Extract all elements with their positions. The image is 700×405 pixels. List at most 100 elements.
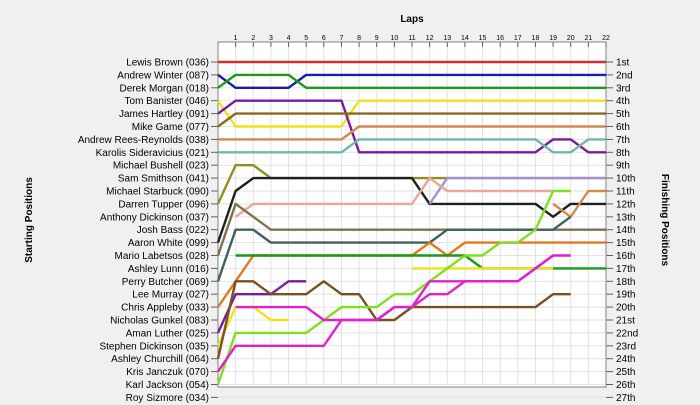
y-axis-right-label: Finishing Positions [659, 174, 670, 267]
starting-position-label: James Hartley (091) [119, 109, 209, 120]
finishing-position-label: 6th [616, 122, 630, 133]
lap-tick-label: 2 [251, 35, 255, 42]
starting-position-label: Stephen Dickinson (035) [99, 341, 209, 352]
lap-tick-label: 8 [357, 35, 361, 42]
starting-position-label: Michael Bushell (023) [113, 161, 209, 172]
lap-tick-label: 10 [390, 35, 398, 42]
starting-position-label: Nicholas Gunkel (083) [110, 316, 209, 327]
starting-position-label: Michael Starbuck (090) [106, 187, 209, 198]
starting-position-label: Karl Jackson (054) [126, 380, 209, 391]
starting-position-label: Mario Labetsos (028) [115, 251, 210, 262]
lap-ticks: 1 2 3 4 5 6 7 8 9 10 11 12 13 14 15 16 17 18 19 20 21 22 [234, 35, 610, 47]
starting-positions-labels: Lewis Brown (036)Andrew Winter (087) Dere… [78, 58, 218, 404]
starting-position-label: Josh Bass (022) [137, 225, 209, 236]
starting-position-label: Roy Sizmore (034) [126, 393, 209, 404]
lap-tick-label: 12 [426, 35, 434, 42]
finishing-position-label: 4th [616, 96, 630, 107]
finishing-position-label: 9th [616, 161, 630, 172]
driver-line [235, 254, 554, 322]
starting-position-label: Derek Morgan (018) [120, 83, 209, 94]
finishing-position-label: 1st [616, 58, 630, 69]
driver-line [217, 99, 606, 128]
starting-position-label: Aaron White (099) [128, 238, 209, 249]
driver-line [552, 189, 606, 218]
finishing-position-label: 11th [616, 187, 635, 198]
lap-tick-label: 21 [584, 35, 592, 42]
driver-series [216, 60, 606, 385]
finishing-position-label: 5th [616, 109, 630, 120]
finishing-position-label: 3rd [616, 83, 630, 94]
finishing-position-label: 22nd [616, 328, 638, 339]
lap-tick-label: 7 [340, 35, 344, 42]
lap-tick-label: 19 [549, 35, 557, 42]
starting-position-label: Chris Appleby (033) [121, 303, 209, 314]
driver-line [428, 176, 606, 205]
y-axis-left-label: Starting Positions [24, 177, 35, 263]
driver-line [217, 112, 606, 128]
driver-line [216, 280, 307, 334]
starting-position-label: Darren Tupper (096) [118, 199, 209, 210]
lap-tick-label: 4 [287, 35, 291, 42]
lap-tick-label: 11 [408, 35, 415, 42]
finishing-position-label: 21st [616, 316, 635, 327]
finishing-position-label: 26th [616, 380, 635, 391]
finishing-position-label: 10th [616, 174, 635, 185]
finishing-position-label: 20th [616, 303, 635, 314]
driver-line [234, 176, 554, 218]
lap-tick-label: 15 [479, 35, 487, 42]
finishing-position-label: 12th [616, 199, 635, 210]
finishing-position-label: 25th [616, 367, 635, 378]
finishing-position-label: 7th [616, 135, 630, 146]
finishing-position-label: 24th [616, 354, 635, 365]
lap-tick-label: 6 [322, 35, 326, 42]
chart-title: Laps [400, 14, 424, 25]
driver-line [218, 138, 606, 154]
starting-position-label: Lewis Brown (036) [126, 58, 209, 69]
finishing-position-label: 14th [616, 225, 635, 236]
finishing-position-label: 27th [616, 393, 635, 404]
lap-tick-label: 13 [443, 35, 451, 42]
lap-tick-label: 22 [602, 35, 610, 42]
driver-line [216, 176, 606, 243]
starting-position-label: Ashley Churchill (064) [111, 354, 209, 365]
starting-position-label: Anthony Dickinson (037) [100, 212, 209, 223]
starting-position-label: Kris Janczuk (070) [126, 367, 209, 378]
starting-position-label: Aman Luther (025) [126, 328, 209, 339]
finishing-position-label: 17th [616, 264, 635, 275]
finishing-position-label: 8th [616, 148, 630, 159]
lap-tick-label: 14 [461, 35, 469, 42]
driver-line [217, 73, 606, 89]
finishing-position-label: 23rd [616, 341, 636, 352]
starting-position-label: Karolis Sideravicius (021) [96, 148, 209, 159]
lap-tick-label: 20 [567, 35, 575, 42]
starting-position-label: Ashley Lunn (016) [128, 264, 209, 275]
finishing-position-label: 19th [616, 290, 635, 301]
finishing-position-label: 15th [616, 238, 635, 249]
lap-tick-label: 17 [514, 35, 522, 42]
finishing-position-label: 2nd [616, 70, 633, 81]
starting-position-label: Tom Banister (046) [125, 96, 209, 107]
starting-position-label: Perry Butcher (069) [122, 277, 209, 288]
finishing-position-label: 16th [616, 251, 635, 262]
driver-line [216, 215, 572, 282]
finishing-position-label: 18th [616, 277, 635, 288]
lap-tick-label: 1 [234, 35, 238, 42]
lap-tick-label: 9 [375, 35, 379, 42]
lap-tick-label: 3 [269, 35, 273, 42]
driver-line [218, 125, 606, 141]
finishing-position-label: 13th [616, 212, 635, 223]
starting-position-label: Andrew Winter (087) [117, 70, 209, 81]
starting-position-label: Sam Smithson (041) [118, 174, 209, 185]
starting-position-label: Lee Murray (027) [132, 290, 209, 301]
lap-tick-label: 16 [496, 35, 504, 42]
starting-position-label: Andrew Rees-Reynolds (038) [78, 135, 209, 146]
lap-tick-label: 5 [304, 35, 308, 42]
starting-position-label: Mike Game (077) [132, 122, 209, 133]
driver-line [216, 280, 571, 359]
driver-line [216, 189, 571, 385]
driver-line [217, 73, 606, 89]
lap-tick-label: 18 [532, 35, 540, 42]
